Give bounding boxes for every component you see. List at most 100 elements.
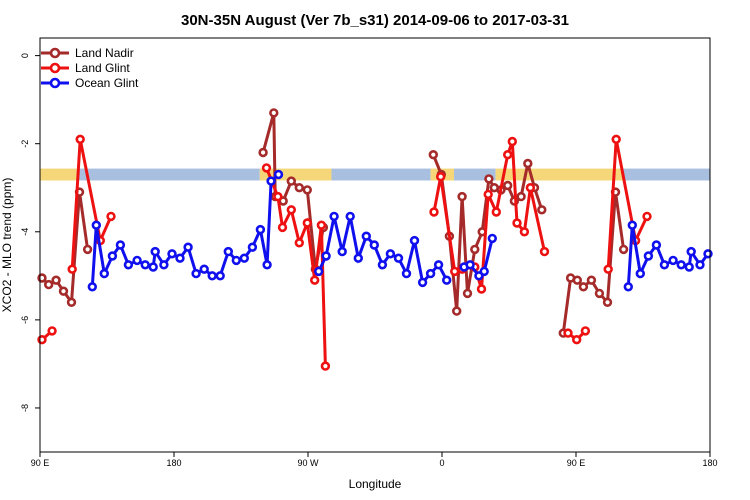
data-point-ocean-glint xyxy=(465,260,475,270)
data-point-ocean-glint xyxy=(425,268,436,279)
data-point-land-nadir xyxy=(452,306,462,316)
data-point-ocean-glint xyxy=(361,231,371,241)
series-line-land-glint xyxy=(70,139,113,270)
data-point-land-glint xyxy=(642,211,652,222)
y-tick-label: 0 xyxy=(20,53,30,58)
data-point-land-glint xyxy=(294,238,304,248)
data-point-ocean-glint xyxy=(676,260,686,270)
data-point-land-nadir xyxy=(572,275,582,285)
data-point-land-glint xyxy=(571,335,582,345)
data-point-land-nadir xyxy=(58,286,69,296)
data-point-land-nadir xyxy=(51,275,61,285)
series-land-nadir xyxy=(37,108,629,338)
plot-frame xyxy=(39,37,711,453)
band-segment-land xyxy=(495,168,623,181)
data-point-land-glint xyxy=(507,136,517,147)
data-point-ocean-glint xyxy=(321,251,331,261)
legend-swatch-marker xyxy=(49,62,61,74)
data-point-land-nadir xyxy=(286,176,296,186)
series-line-land-nadir xyxy=(561,191,626,334)
data-point-ocean-glint xyxy=(262,260,272,270)
band-segment-land xyxy=(40,168,77,181)
data-point-ocean-glint xyxy=(417,277,428,288)
data-point-land-glint xyxy=(67,264,77,274)
data-point-land-glint xyxy=(302,218,312,228)
data-point-ocean-glint xyxy=(223,246,234,257)
data-point-land-glint xyxy=(539,246,550,257)
legend-label: Land Glint xyxy=(75,61,130,75)
data-point-ocean-glint xyxy=(148,262,158,272)
x-axis-label: Longitude xyxy=(349,477,402,491)
data-point-ocean-glint xyxy=(393,253,404,263)
data-point-land-nadir xyxy=(462,288,473,299)
series-ocean-glint xyxy=(87,169,713,292)
series-line-land-glint xyxy=(606,139,649,270)
data-point-land-nadir xyxy=(586,275,597,285)
series-line-land-nadir xyxy=(261,112,325,270)
y-tick-label: -6 xyxy=(20,316,30,324)
chart-title: 30N-35N August (Ver 7b_s31) 2014-09-06 t… xyxy=(181,12,569,29)
x-axis: 90 E 180 90 W 0 90 E 180 xyxy=(31,452,718,468)
data-point-ocean-glint xyxy=(266,176,276,186)
data-point-land-nadir xyxy=(428,150,438,160)
data-point-ocean-glint xyxy=(140,260,150,270)
data-point-land-glint xyxy=(261,163,272,173)
y-axis-label: XCO2 - MLO trend (ppm) xyxy=(0,178,14,313)
data-point-ocean-glint xyxy=(377,260,388,270)
x-tick-label: 90 E xyxy=(31,458,50,468)
data-point-land-glint xyxy=(476,284,487,294)
data-point-land-glint xyxy=(603,264,613,274)
data-point-land-glint xyxy=(611,134,621,145)
data-point-ocean-glint xyxy=(215,271,225,281)
legend-swatch-marker xyxy=(49,77,61,89)
data-point-ocean-glint xyxy=(409,235,420,246)
data-point-land-glint xyxy=(316,220,327,230)
data-point-land-glint xyxy=(512,218,522,228)
data-point-land-glint xyxy=(47,326,57,336)
data-point-ocean-glint xyxy=(167,249,177,259)
data-point-land-nadir xyxy=(43,279,54,290)
data-point-ocean-glint xyxy=(115,240,126,250)
coverage-band xyxy=(40,168,710,181)
x-tick-label: 180 xyxy=(702,458,717,468)
data-point-land-nadir xyxy=(294,183,304,193)
data-point-ocean-glint xyxy=(329,211,339,222)
data-point-ocean-glint xyxy=(487,233,497,244)
data-point-ocean-glint xyxy=(695,260,705,270)
y-tick-label: -4 xyxy=(20,228,30,236)
data-point-ocean-glint xyxy=(345,211,355,222)
data-point-ocean-glint xyxy=(175,253,185,263)
legend-label: Ocean Glint xyxy=(75,76,139,90)
data-point-land-glint xyxy=(286,205,296,215)
data-point-land-nadir xyxy=(578,282,589,292)
data-point-land-nadir xyxy=(523,158,533,169)
data-point-land-glint xyxy=(519,227,530,237)
data-point-land-glint xyxy=(277,222,288,233)
data-point-land-glint xyxy=(436,172,446,182)
data-point-ocean-glint xyxy=(623,282,633,292)
data-point-ocean-glint xyxy=(273,169,284,180)
data-point-land-nadir xyxy=(516,191,526,202)
data-point-land-nadir xyxy=(66,297,77,307)
x-tick-label: 90 E xyxy=(567,458,586,468)
band-segment-ocean xyxy=(76,168,260,181)
band-segment-ocean xyxy=(622,168,710,181)
legend-item-land-nadir: Land Nadir xyxy=(41,46,134,60)
data-point-ocean-glint xyxy=(123,260,134,270)
data-point-land-nadir xyxy=(302,185,312,195)
data-point-land-glint xyxy=(429,207,439,217)
data-point-ocean-glint xyxy=(87,282,98,292)
data-point-ocean-glint xyxy=(239,253,250,263)
data-point-ocean-glint xyxy=(627,220,637,230)
legend-label: Land Nadir xyxy=(75,46,134,60)
data-point-ocean-glint xyxy=(255,224,266,235)
band-segment-ocean xyxy=(331,168,431,181)
data-point-land-glint xyxy=(310,275,320,285)
data-point-ocean-glint xyxy=(668,255,678,266)
data-point-land-nadir xyxy=(503,180,513,191)
data-point-ocean-glint xyxy=(479,266,489,277)
data-point-ocean-glint xyxy=(684,262,694,272)
data-point-land-nadir xyxy=(470,244,480,255)
data-point-land-glint xyxy=(580,326,591,336)
